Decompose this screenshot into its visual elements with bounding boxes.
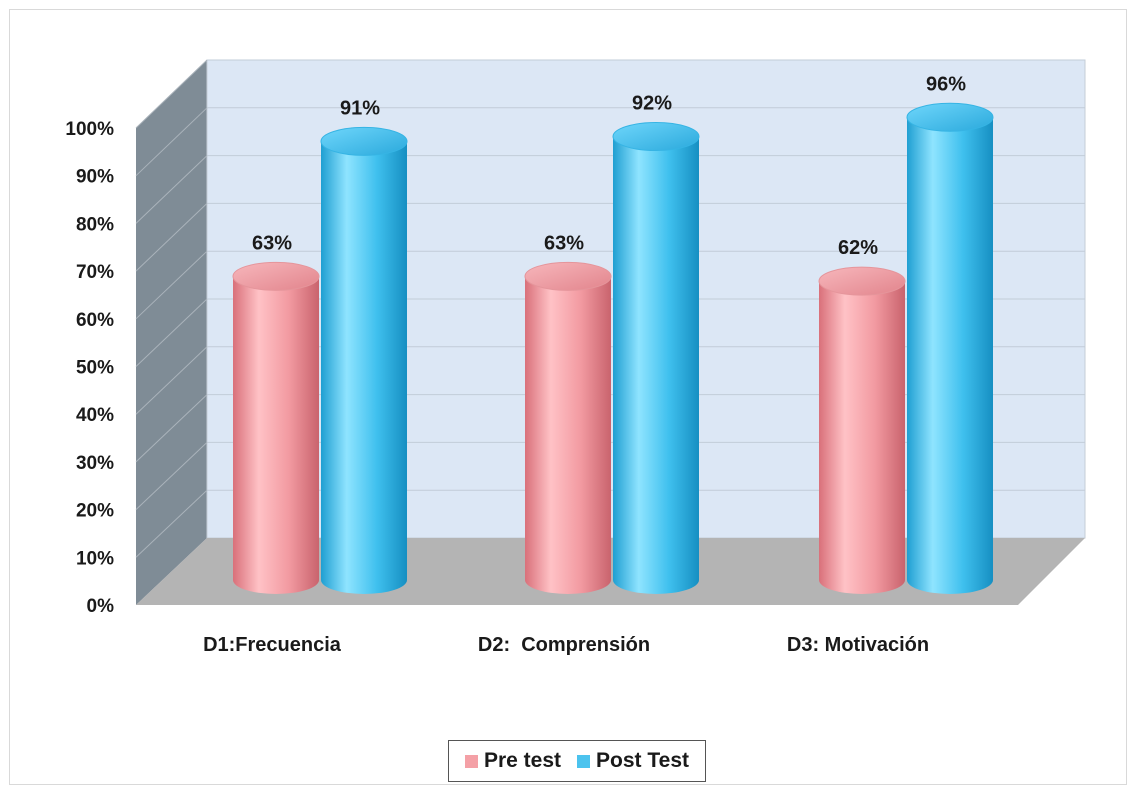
data-label: 96%: [926, 73, 966, 95]
y-tick-label: 30%: [76, 453, 114, 474]
bar: [525, 276, 611, 594]
y-tick-label: 60%: [76, 310, 114, 331]
gridline-side: [135, 442, 208, 510]
chart-plot: 0% 10% 20% 30% 40% 50% 60% 70% 80% 90% 100% 63% 91%…: [65, 59, 1086, 656]
bars: [232, 102, 994, 594]
data-labels: 63% 91% 63% 92% 62% 96%: [252, 73, 966, 259]
bar: [819, 281, 905, 594]
gridline-side: [135, 394, 208, 463]
legend-label-post-test: Post Test: [596, 749, 689, 772]
bar-top: [232, 261, 320, 291]
bar-top: [906, 102, 994, 132]
y-tick-label: 90%: [76, 167, 114, 188]
x-tick-label: D3: Motivación: [787, 634, 929, 656]
legend-label-pre-test: Pre test: [483, 749, 562, 772]
bar: [233, 276, 319, 594]
gridline-side: [135, 107, 208, 177]
data-label: 91%: [340, 97, 380, 119]
y-tick-label: 20%: [76, 501, 114, 522]
legend-swatch-pre-test: [464, 754, 478, 768]
gridline-side: [135, 298, 208, 367]
data-label: 62%: [838, 237, 878, 259]
bar-top: [320, 126, 408, 156]
data-label: 92%: [632, 93, 672, 115]
bar-top: [818, 266, 906, 296]
gridline-side: [135, 155, 208, 224]
bar-top: [524, 261, 612, 291]
gridline-side: [135, 250, 208, 320]
data-label: 63%: [252, 232, 292, 254]
y-tick-label: 50%: [76, 358, 114, 379]
gridline-side: [135, 489, 208, 558]
bar: [613, 136, 699, 594]
gridline-side: [135, 203, 208, 272]
legend: Pre test Post Test: [448, 740, 706, 782]
legend-item-post-test: Post Test: [577, 749, 689, 773]
data-label: 63%: [544, 232, 584, 254]
y-tick-label: 80%: [76, 214, 114, 235]
x-tick-label: D2: Comprensión: [478, 634, 650, 656]
bar: [907, 117, 993, 594]
y-tick-label: 70%: [76, 262, 114, 283]
y-tick-label: 10%: [76, 548, 114, 569]
bar-top: [612, 122, 700, 152]
legend-item-pre-test: Pre test: [464, 749, 562, 773]
gridline-side: [135, 346, 208, 415]
gridline-side: [135, 59, 208, 129]
legend-swatch-post-test: [577, 754, 591, 768]
x-axis: D1:Frecuencia D2: Comprensión D3: Motivaci…: [203, 634, 929, 656]
y-tick-label: 0%: [87, 596, 115, 617]
x-tick-label: D1:Frecuencia: [203, 634, 342, 656]
bar: [321, 141, 407, 594]
y-tick-label: 40%: [76, 405, 114, 426]
y-tick-label: 100%: [65, 119, 114, 140]
y-axis: 0% 10% 20% 30% 40% 50% 60% 70% 80% 90% 100%: [65, 119, 114, 617]
